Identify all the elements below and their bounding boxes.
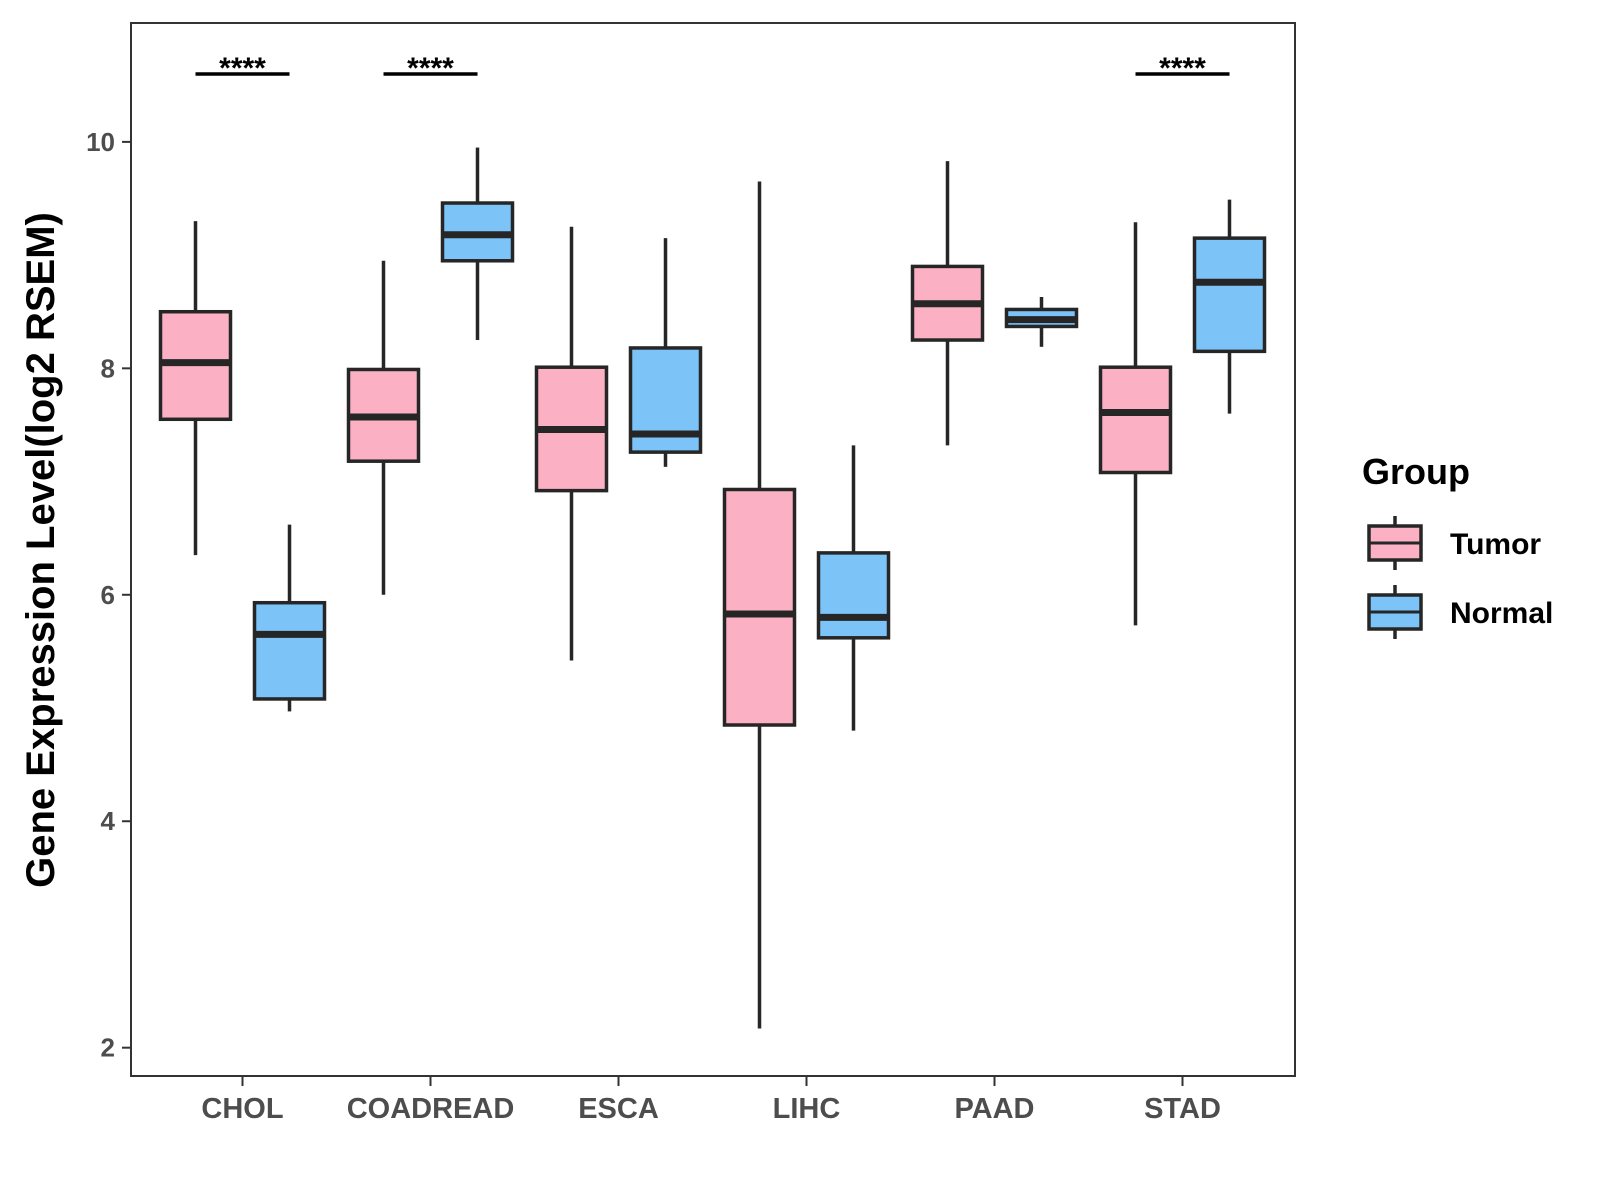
boxes-layer xyxy=(158,147,1267,1029)
box-chol-normal xyxy=(252,524,327,712)
significance-stad: **** xyxy=(1135,52,1230,85)
y-tick-label: 2 xyxy=(101,1033,115,1063)
box-stad-normal xyxy=(1192,199,1267,414)
box-body xyxy=(1098,365,1173,475)
significance-layer: **** **** **** xyxy=(195,52,1230,85)
x-tick-label-esca: ESCA xyxy=(578,1093,659,1125)
x-tick-label-paad: PAAD xyxy=(954,1093,1034,1125)
box-coadread-tumor xyxy=(346,260,421,595)
y-axis-label: Gene Expression Level(log2 RSEM) xyxy=(19,212,63,888)
box-coadread-normal xyxy=(440,147,515,341)
plot-panel-border xyxy=(130,22,1296,1077)
box-esca-normal xyxy=(628,238,703,467)
box-body xyxy=(252,600,327,701)
x-tick-label-stad: STAD xyxy=(1144,1093,1221,1125)
significance-label: **** xyxy=(219,52,266,85)
box-esca-tumor xyxy=(534,226,609,661)
legend-entry-normal: Normal xyxy=(1367,585,1553,639)
box-lihc-normal xyxy=(816,445,891,731)
significance-coadread: **** xyxy=(383,52,478,85)
y-tick-label: 4 xyxy=(101,806,116,836)
legend-title: Group xyxy=(1362,451,1470,492)
y-tick-label: 10 xyxy=(86,127,115,157)
y-tick-label: 6 xyxy=(101,580,115,610)
box-paad-normal xyxy=(1004,297,1079,347)
significance-chol: **** xyxy=(195,52,290,85)
legend-entries: Tumor Normal xyxy=(1367,516,1553,639)
significance-label: **** xyxy=(407,52,454,85)
box-chol-tumor xyxy=(158,221,233,556)
box-body xyxy=(722,487,797,727)
box-stad-tumor xyxy=(1098,222,1173,626)
box-body xyxy=(1192,236,1267,354)
y-tick-label: 8 xyxy=(101,353,115,383)
box-paad-tumor xyxy=(910,161,985,446)
box-body xyxy=(816,551,891,640)
legend: Group Tumor Normal xyxy=(1362,451,1553,639)
legend-label-tumor: Tumor xyxy=(1450,528,1541,561)
x-tick-label-chol: CHOL xyxy=(201,1093,283,1125)
x-tick-label-lihc: LIHC xyxy=(773,1093,841,1125)
x-tick-label-coadread: COADREAD xyxy=(347,1093,515,1125)
significance-label: **** xyxy=(1159,52,1206,85)
legend-label-normal: Normal xyxy=(1450,597,1553,630)
legend-entry-tumor: Tumor xyxy=(1367,516,1541,570)
axes-layer: 2 4 6 8 10 CHOL COADREAD ESCA LIHC PAAD STAD xyxy=(86,127,1221,1125)
box-lihc-tumor xyxy=(722,181,797,1029)
